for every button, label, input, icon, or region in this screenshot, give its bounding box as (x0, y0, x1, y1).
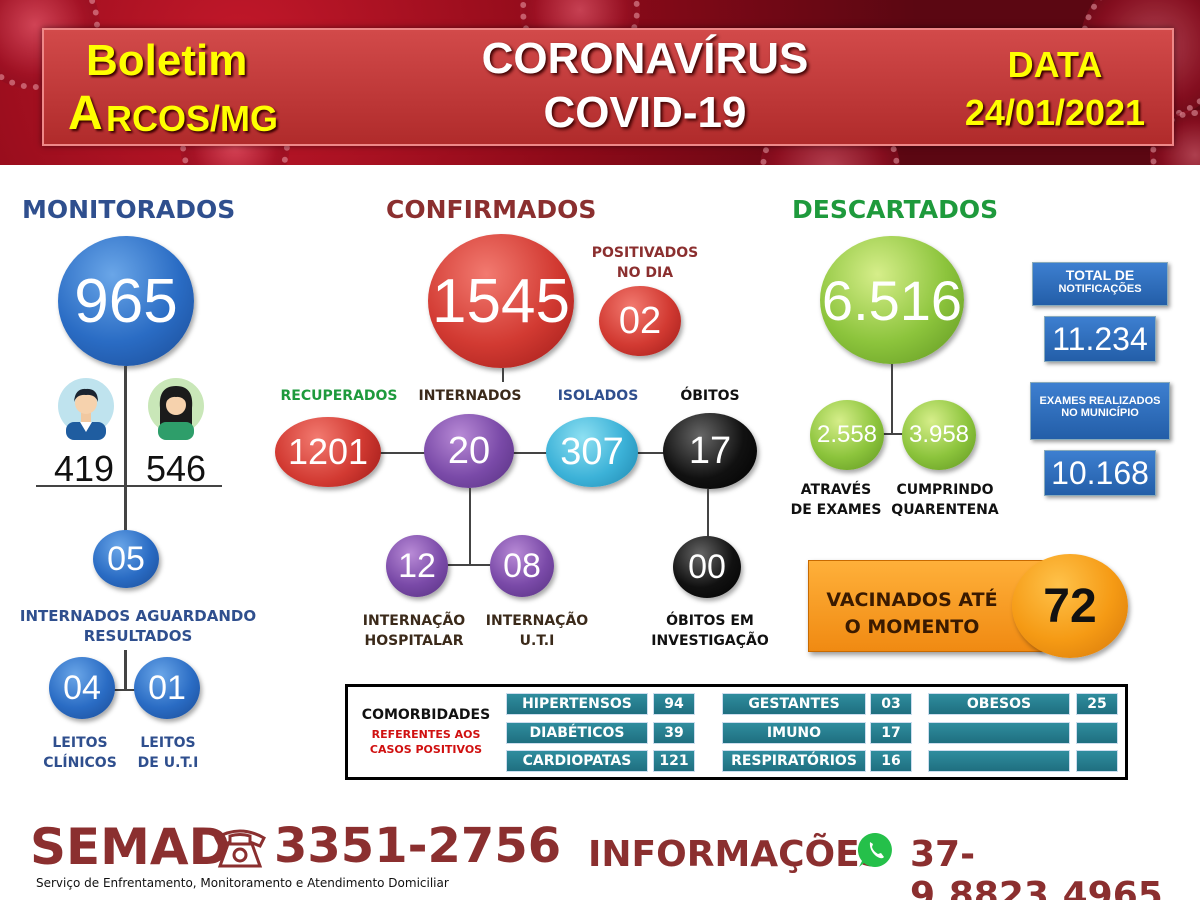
internados-aguardando-value: 05 (93, 530, 159, 588)
internacao-hospitalar-value: 12 (386, 535, 448, 597)
recuperados-value: 1201 (275, 417, 381, 487)
comorbidades-subtitle: REFERENTES AOS CASOS POSITIVOS (369, 728, 483, 756)
leitos-clinicos-label: LEITOS CLÍNICOS (43, 735, 117, 771)
obitos-value: 17 (663, 413, 757, 489)
city-name: RCOS/MG (106, 98, 279, 139)
comorb-label: RESPIRATÓRIOS (722, 750, 866, 772)
monitorados-male: 419 (53, 448, 115, 489)
comorb-empty (1076, 722, 1118, 744)
comorb-value: 03 (870, 693, 912, 715)
isolados-value: 307 (546, 417, 638, 487)
descartados-quarentena-value: 3.958 (902, 400, 976, 470)
confirmados-total: 1545 (428, 234, 574, 368)
comorb-label: DIABÉTICOS (506, 722, 648, 744)
semad-phone[interactable]: 3351-2756 (274, 818, 562, 874)
female-avatar-icon (148, 378, 204, 440)
descartados-quarentena-label: CUMPRINDO QUARENTENA (891, 482, 999, 518)
semad-description: Serviço de Enfrentamento, Monitoramento … (36, 876, 449, 890)
monitorados-title: MONITORADOS (22, 195, 236, 224)
comorb-value: 16 (870, 750, 912, 772)
monitorados-total: 965 (58, 236, 194, 366)
comorb-label: OBESOS (928, 693, 1070, 715)
vacinados-value: 72 (1012, 554, 1128, 658)
isolados-label: ISOLADOS (557, 388, 639, 404)
internados-value: 20 (424, 414, 514, 488)
header-panel (42, 28, 1174, 146)
obitos-investigacao-label: ÓBITOS EM INVESTIGAÇÃO (651, 613, 769, 649)
confirmados-title: CONFIRMADOS (386, 195, 597, 224)
header-title: CORONAVÍRUS (481, 34, 809, 83)
monitorados-female: 546 (145, 448, 207, 489)
comorb-label: IMUNO (722, 722, 866, 744)
comorb-value: 94 (653, 693, 695, 715)
leitos-uti-value: 01 (134, 657, 200, 719)
descartados-exames-label: ATRAVÉS DE EXAMES (790, 482, 882, 518)
telephone-icon (214, 829, 266, 868)
comorbidades-title: COMORBIDADES (361, 707, 491, 723)
comorb-empty (1076, 750, 1118, 772)
internacao-uti-value: 08 (490, 535, 554, 597)
internacao-uti-label: INTERNAÇÃO U.T.I (485, 613, 589, 649)
semad-label: SEMAD (30, 818, 231, 876)
bulletin-date: 24/01/2021 (964, 92, 1146, 133)
descartados-total: 6.516 (820, 236, 964, 364)
vacinados-panel (808, 560, 1044, 652)
header-subtitle: COVID-19 (543, 88, 747, 137)
informacoes-label: INFORMAÇÕES (588, 834, 886, 875)
descartados-title: DESCARTADOS (792, 195, 999, 224)
total-notificacoes-label: TOTAL DE NOTIFICAÇÕES (1032, 262, 1168, 306)
boletim-label: Boletim (86, 36, 248, 85)
comorbidades-table: COMORBIDADES REFERENTES AOS CASOS POSITI… (345, 684, 1128, 780)
comorb-label: GESTANTES (722, 693, 866, 715)
comorb-value: 121 (653, 750, 695, 772)
obitos-investigacao-value: 00 (673, 536, 741, 598)
comorb-value: 25 (1076, 693, 1118, 715)
obitos-label: ÓBITOS (680, 388, 740, 404)
recuperados-label: RECUPERADOS (280, 388, 398, 404)
whatsapp-number[interactable]: 37-9.8823.4965 (910, 834, 1163, 900)
total-notificacoes-value: 11.234 (1044, 316, 1156, 362)
internados-aguardando-label: INTERNADOS AGUARDANDO RESULTADOS (19, 607, 257, 645)
male-avatar-icon (58, 378, 114, 440)
comorb-value: 17 (870, 722, 912, 744)
positivados-value: 02 (599, 286, 681, 356)
comorb-empty (928, 750, 1070, 772)
city-initial: A (68, 87, 103, 140)
leitos-clinicos-value: 04 (49, 657, 115, 719)
leitos-uti-label: LEITOS DE U.T.I (137, 735, 199, 771)
vacinados-label: VACINADOS ATÉ O MOMENTO (826, 589, 998, 638)
internacao-hospitalar-label: INTERNAÇÃO HOSPITALAR (362, 613, 466, 649)
exames-realizados-label: EXAMES REALIZADOS NO MUNICÍPIO (1030, 382, 1170, 440)
exames-realizados-value: 10.168 (1044, 450, 1156, 496)
whatsapp-icon (857, 832, 892, 867)
internados-label: INTERNADOS (418, 388, 522, 404)
comorb-value: 39 (653, 722, 695, 744)
comorb-empty (928, 722, 1070, 744)
comorb-label: CARDIOPATAS (506, 750, 648, 772)
date-label: DATA (1007, 44, 1103, 85)
descartados-exames-value: 2.558 (810, 400, 884, 470)
comorb-label: HIPERTENSOS (506, 693, 648, 715)
positivados-label: POSITIVADOS NO DIA (591, 245, 699, 281)
